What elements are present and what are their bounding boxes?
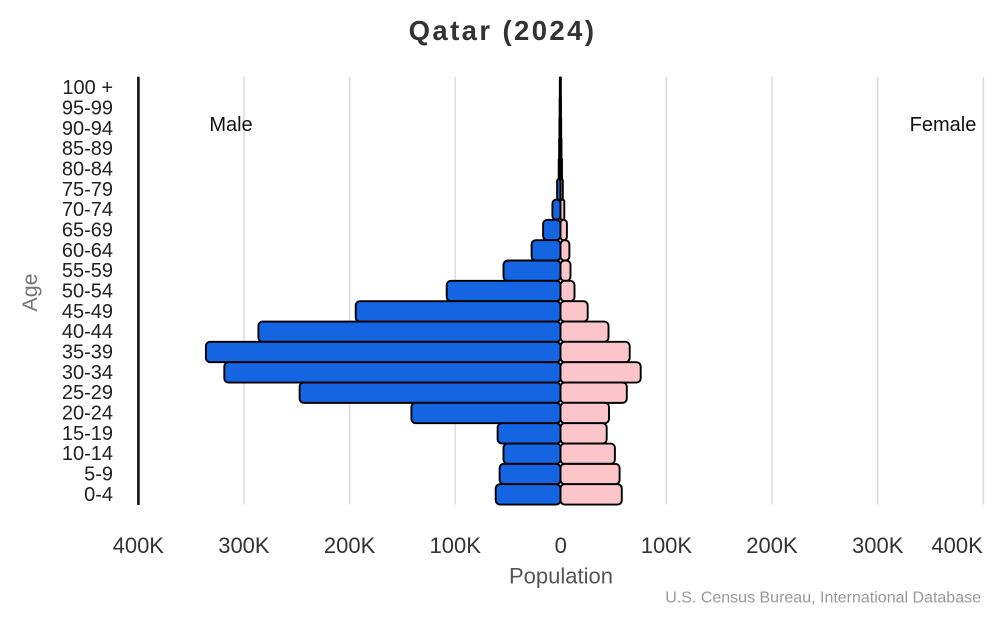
svg-text:100 +: 100 +: [62, 77, 113, 99]
svg-text:55-59: 55-59: [62, 260, 113, 282]
svg-text:60-64: 60-64: [62, 240, 113, 262]
svg-text:400K: 400K: [931, 533, 983, 558]
svg-text:100K: 100K: [430, 533, 482, 558]
svg-text:300K: 300K: [218, 533, 270, 558]
svg-text:45-49: 45-49: [62, 301, 113, 323]
svg-text:0-4: 0-4: [84, 484, 113, 506]
svg-text:15-19: 15-19: [62, 423, 113, 445]
svg-text:Female: Female: [910, 114, 977, 136]
svg-text:50-54: 50-54: [62, 281, 113, 303]
svg-text:80-84: 80-84: [62, 159, 113, 181]
svg-text:100K: 100K: [641, 533, 693, 558]
svg-text:200K: 200K: [746, 533, 798, 558]
svg-text:Male: Male: [209, 114, 252, 136]
svg-text:300K: 300K: [852, 533, 904, 558]
svg-text:Qatar (2024): Qatar (2024): [409, 15, 597, 46]
svg-text:0: 0: [555, 533, 567, 558]
svg-text:35-39: 35-39: [62, 342, 113, 364]
svg-text:Age: Age: [18, 273, 42, 311]
svg-text:85-89: 85-89: [62, 138, 113, 160]
svg-text:65-69: 65-69: [62, 220, 113, 242]
svg-text:10-14: 10-14: [62, 443, 113, 465]
svg-text:20-24: 20-24: [62, 403, 113, 425]
svg-text:90-94: 90-94: [62, 118, 113, 140]
svg-text:400K: 400K: [113, 533, 165, 558]
svg-text:40-44: 40-44: [62, 321, 113, 343]
svg-text:5-9: 5-9: [84, 464, 113, 486]
svg-text:Population: Population: [509, 564, 613, 589]
svg-text:95-99: 95-99: [62, 98, 113, 120]
svg-text:U.S. Census Bureau, Internatio: U.S. Census Bureau, International Databa…: [665, 589, 981, 606]
svg-text:75-79: 75-79: [62, 179, 113, 201]
svg-text:30-34: 30-34: [62, 362, 113, 384]
svg-text:25-29: 25-29: [62, 382, 113, 404]
svg-text:70-74: 70-74: [62, 199, 113, 221]
svg-text:200K: 200K: [324, 533, 376, 558]
